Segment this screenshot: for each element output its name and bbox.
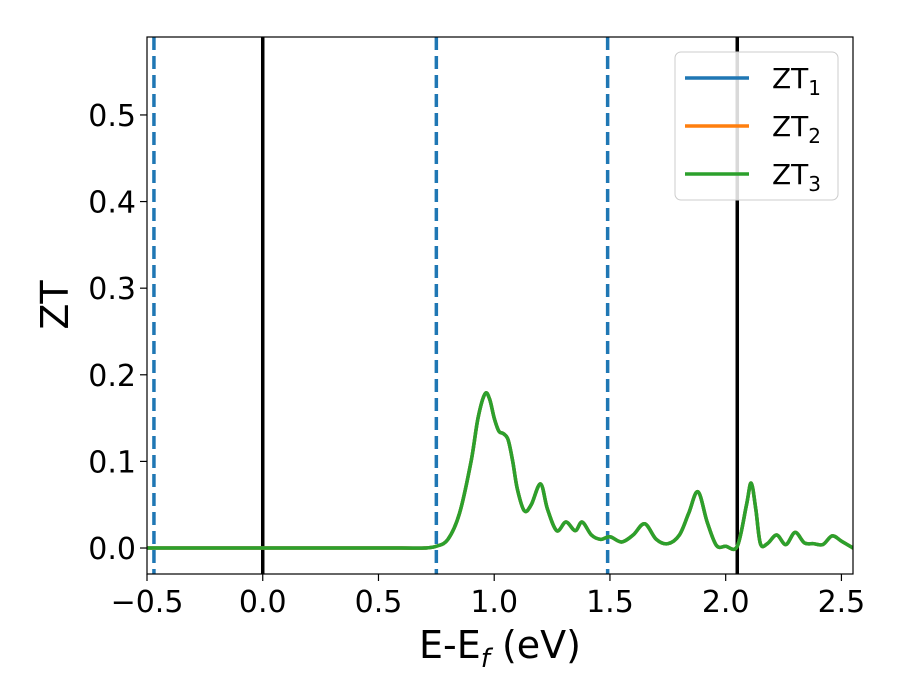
x-axis-label: E-Ef (eV)	[419, 623, 581, 674]
x-axis-label-main: E-E	[419, 623, 481, 667]
series-line-zt3	[147, 391, 853, 552]
x-tick-label: 0.0	[239, 585, 287, 620]
y-tick-label: 0.0	[88, 532, 136, 567]
legend-frame	[674, 51, 839, 201]
x-tick-label: 2.5	[818, 585, 866, 620]
x-tick-label: 1.5	[586, 585, 634, 620]
y-axis-label: ZT	[33, 280, 77, 330]
x-axis-label-unit: (eV)	[490, 623, 581, 667]
data-series	[147, 391, 853, 552]
y-tick-label: 0.4	[88, 186, 136, 221]
x-tick-label: 0.5	[355, 585, 403, 620]
x-tick-label: −0.5	[111, 585, 184, 620]
x-tick-label: 1.0	[470, 585, 518, 620]
y-tick-label: 0.3	[88, 272, 136, 307]
y-tick-label: 0.2	[88, 359, 136, 394]
x-axis-ticks: −0.5 0.0 0.5 1.0 1.5 2.0 2.5	[111, 574, 866, 620]
legend: ZT1 ZT2 ZT3	[674, 51, 839, 201]
legend-label-zt1: ZT1	[772, 62, 821, 100]
y-tick-label: 0.1	[88, 445, 136, 480]
x-tick-label: 2.0	[702, 585, 750, 620]
legend-label-zt3: ZT3	[772, 158, 821, 196]
y-tick-label: 0.5	[88, 99, 136, 134]
plot-frame	[146, 36, 854, 575]
y-axis-ticks: 0.0 0.1 0.2 0.3 0.4 0.5	[88, 99, 147, 567]
legend-label-zt2: ZT2	[772, 110, 821, 148]
